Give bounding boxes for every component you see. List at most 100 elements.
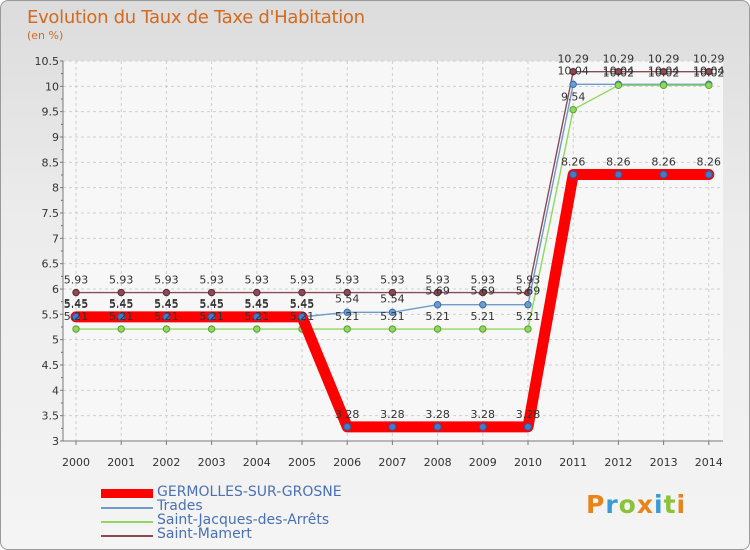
logo-letter: t [663,490,677,519]
data-point [72,325,80,333]
data-label: 8.26 [651,155,676,168]
data-point [614,81,623,90]
x-tick-label: 2005 [288,456,316,469]
x-tick-label: 2003 [198,456,226,469]
series-layer [70,67,715,433]
data-label: 5.21 [109,310,134,323]
data-label: 8.26 [606,155,631,168]
data-label: 5.45 [290,297,315,310]
data-point [343,308,351,317]
data-point [207,288,216,297]
data-label: 5.69 [516,285,541,298]
logo-letter: P [586,490,606,519]
data-point [388,325,397,333]
data-point [569,105,577,114]
data-label: 5.45 [245,298,270,311]
y-tick-label: 7.5 [42,207,60,220]
x-tick-label: 2010 [514,456,542,469]
data-point [207,325,216,333]
grid-layer [63,60,723,442]
data-label: 10.02 [693,66,725,79]
y-tick-label: 4 [52,384,59,397]
data-point [388,422,397,431]
data-label: 5.93 [425,274,450,287]
x-tick-label: 2002 [152,456,180,469]
y-tick-label: 5.5 [42,308,60,321]
x-tick-label: 2000 [62,456,90,469]
legend-label: GERMOLLES-SUR-GROSNE [157,484,342,500]
data-label: 5.93 [154,274,179,287]
data-point [252,312,261,321]
legend-label: Saint-Jacques-des-Arrêts [157,512,330,528]
data-label: 5.93 [199,274,224,287]
x-tick-label: 2001 [107,456,135,469]
data-label: 5.93 [290,274,315,287]
data-label: 5.93 [471,274,496,287]
y-tick-label: 6 [52,283,59,296]
data-label: 5.45 [199,297,224,310]
data-label: 8.26 [697,155,722,168]
data-point [659,170,668,179]
data-label: 5.45 [154,297,179,310]
data-label: 5.45 [109,298,134,311]
data-label: 10.29 [693,53,725,66]
data-label: 3.28 [516,408,541,421]
data-label: 5.45 [199,298,224,311]
y-tick-label: 9 [52,131,59,144]
legend-swatch [101,507,153,509]
logo-letter: x [636,490,654,519]
data-point [433,288,442,297]
logo-letter: o [618,490,637,519]
data-label: 10.29 [648,53,680,66]
data-label: 5.21 [380,310,405,323]
legend-swatch [101,521,153,523]
data-label: 5.45 [64,298,89,311]
data-label: 5.45 [290,298,315,311]
data-point [162,325,171,333]
x-tick-label: 2007 [378,456,406,469]
y-tick-label: 10.5 [35,55,60,68]
data-point [253,288,261,297]
y-tick-label: 4.5 [42,359,60,372]
y-tick-label: 10 [45,80,59,93]
data-point [343,288,351,297]
data-label: 10.29 [603,53,635,66]
data-point [117,288,125,297]
data-point [479,288,487,297]
data-point [388,288,397,297]
data-point [343,422,352,431]
data-label: 5.54 [380,292,405,305]
data-label: 5.45 [245,297,270,310]
data-point [72,288,80,297]
data-point [524,301,532,309]
data-point [388,308,397,317]
data-label: 10.04 [648,64,680,77]
logo-letter: r [605,490,619,519]
data-label: 5.93 [64,274,89,287]
data-label: 10.02 [648,66,680,79]
data-label: 5.21 [471,310,496,323]
proxiti-logo: Proxiti [586,490,686,519]
data-point [569,80,577,89]
data-label: 5.21 [516,310,541,323]
data-label: 3.28 [380,408,405,421]
data-point [207,312,216,321]
x-tick-label: 2011 [559,456,587,469]
data-label: 5.21 [290,310,315,323]
data-label: 5.45 [109,297,134,310]
data-label: 5.21 [245,310,270,323]
data-label: 10.04 [603,64,635,77]
x-tick-label: 2014 [695,456,723,469]
legend-swatch [101,535,153,537]
plot-background [63,61,723,441]
data-label: 9.54 [561,91,586,104]
data-label: 10.29 [557,53,589,66]
x-tick-label: 2013 [650,456,678,469]
data-point [479,301,487,309]
chart-subtitle: (en %) [27,29,64,42]
data-point [72,312,80,321]
data-point [162,312,171,321]
data-label: 5.93 [335,274,360,287]
data-point [253,325,261,333]
